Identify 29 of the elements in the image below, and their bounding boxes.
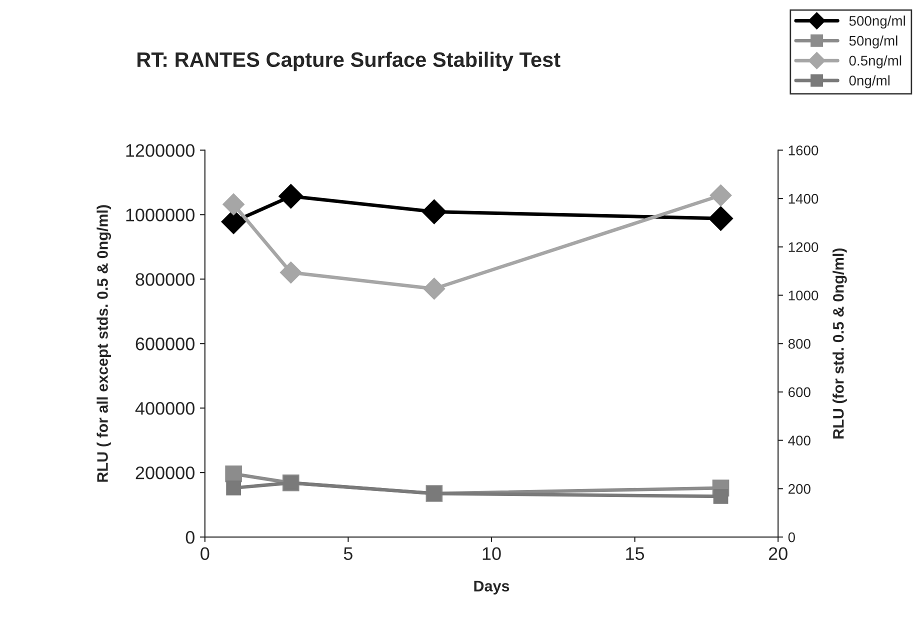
legend-label: 500ng/ml (849, 16, 905, 29)
y2-tick-label: 200 (788, 484, 810, 494)
y2-axis-title: RLU (for std. 0.5 & 0ng/ml) (832, 248, 847, 438)
y-tick-label: 1000000 (126, 208, 194, 222)
x-tick-label: 0 (200, 547, 210, 560)
legend-label: 0ng/ml (849, 75, 890, 88)
y-tick-label: 0 (186, 530, 194, 544)
y2-tick-label: 1000 (788, 290, 818, 300)
x-tick-label: 5 (344, 547, 352, 560)
y-tick-label: 400000 (135, 402, 194, 415)
y2-tick-label: 400 (788, 436, 810, 446)
y-tick-label: 1200000 (126, 144, 194, 157)
chart-title: RT: RANTES Capture Surface Stability Test (138, 52, 560, 72)
y2-tick-label: 1600 (788, 146, 818, 156)
y2-tick-label: 1400 (788, 194, 818, 204)
y2-tick-label: 0 (788, 532, 795, 542)
y-axis-title: RLU ( for all except stds. 0.5 & 0ng/ml) (96, 205, 112, 482)
x-tick-label: 15 (626, 547, 644, 560)
y-tick-label: 200000 (136, 466, 194, 480)
x-tick-label: 10 (482, 547, 501, 560)
y-tick-label: 800000 (136, 273, 194, 286)
y2-tick-label: 1200 (788, 242, 818, 252)
x-axis-title: Days (474, 580, 510, 595)
x-tick-label: 20 (768, 547, 788, 560)
legend-label: 0.5ng/ml (849, 55, 902, 68)
y-tick-label: 600000 (136, 338, 194, 350)
legend-label: 50ng/ml (849, 35, 898, 48)
y2-tick-label: 800 (788, 338, 810, 349)
y2-tick-label: 600 (788, 387, 810, 398)
